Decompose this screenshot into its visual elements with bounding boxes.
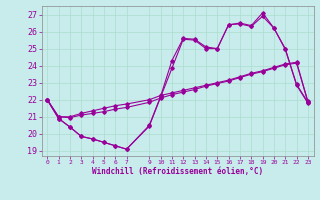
X-axis label: Windchill (Refroidissement éolien,°C): Windchill (Refroidissement éolien,°C) <box>92 167 263 176</box>
